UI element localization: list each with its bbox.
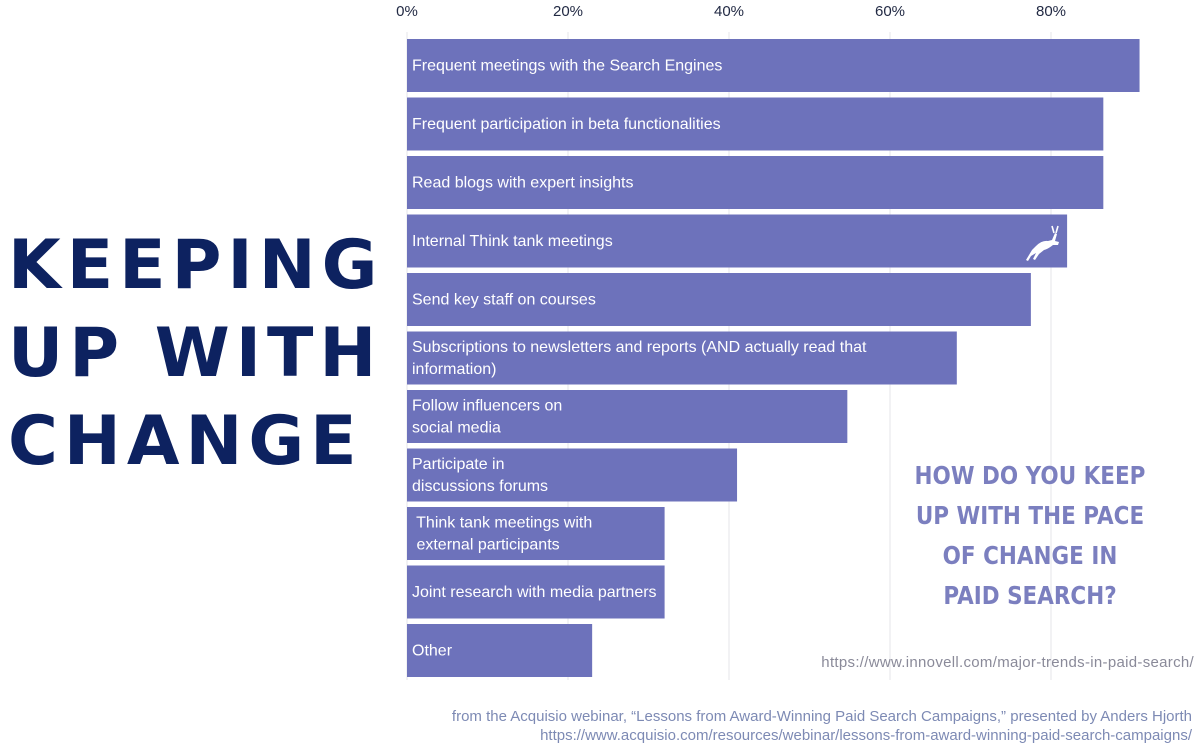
bar-label: discussions forums (412, 478, 548, 495)
question-line-2: UP WITH THE PACE (915, 501, 1145, 530)
bar (407, 390, 848, 443)
bar-label: Subscriptions to newsletters and reports… (412, 339, 867, 356)
question-line-1: HOW DO YOU KEEP (914, 461, 1146, 490)
bar (407, 214, 1068, 268)
bar-label: Other (412, 643, 453, 660)
bar-label: external participants (412, 537, 560, 554)
x-tick-label: 60% (875, 3, 905, 20)
bar (407, 97, 1104, 151)
headline-line-3: CHANGE (8, 402, 363, 481)
x-tick-label: 80% (1036, 3, 1066, 20)
x-tick-label: 40% (714, 3, 744, 20)
bar (407, 273, 1031, 326)
footer-credit: from the Acquisio webinar, “Lessons from… (452, 707, 1192, 745)
bar (407, 507, 665, 560)
headline-line-2: UP WITH (8, 314, 383, 393)
gazelle-icon (1026, 225, 1059, 261)
x-tick-label: 20% (553, 3, 583, 20)
bar (407, 156, 1104, 209)
footer-line-1: from the Acquisio webinar, “Lessons from… (451, 708, 1192, 725)
headline: KEEPING UP WITH CHANGE (8, 222, 383, 486)
x-tick-label: 0% (396, 3, 418, 20)
bar-label: Follow influencers on (412, 398, 562, 415)
bar-label: information) (412, 361, 496, 378)
bar (407, 624, 593, 677)
question-line-4: PAID SEARCH? (943, 581, 1117, 610)
bar-label: social media (412, 420, 501, 437)
bar-label: Participate in (412, 456, 505, 473)
bar (407, 448, 738, 502)
bar-label: Read blogs with expert insights (412, 175, 633, 192)
bar-label: Think tank meetings with (412, 515, 592, 532)
survey-question: HOW DO YOU KEEP UP WITH THE PACE OF CHAN… (905, 456, 1154, 616)
bar-label: Send key staff on courses (412, 292, 596, 309)
bar-chart: 0% 20% 40% 60% 80% Frequent meetings with the… (396, 3, 1140, 680)
bar-label: Internal Think tank meetings (412, 233, 613, 250)
bar-label: Frequent meetings with the Search Engine… (412, 58, 722, 75)
bar (407, 565, 665, 619)
footer-line-2: https://www.acquisio.com/resources/webin… (540, 727, 1192, 744)
bar (407, 331, 957, 385)
bar-label: Frequent participation in beta functiona… (412, 116, 721, 133)
bar (407, 39, 1140, 92)
question-line-3: OF CHANGE IN (942, 541, 1118, 570)
headline-line-1: KEEPING (8, 226, 384, 305)
bar-label: Joint research with media partners (412, 584, 657, 601)
source-url: https://www.innovell.com/major-trends-in… (821, 654, 1194, 671)
